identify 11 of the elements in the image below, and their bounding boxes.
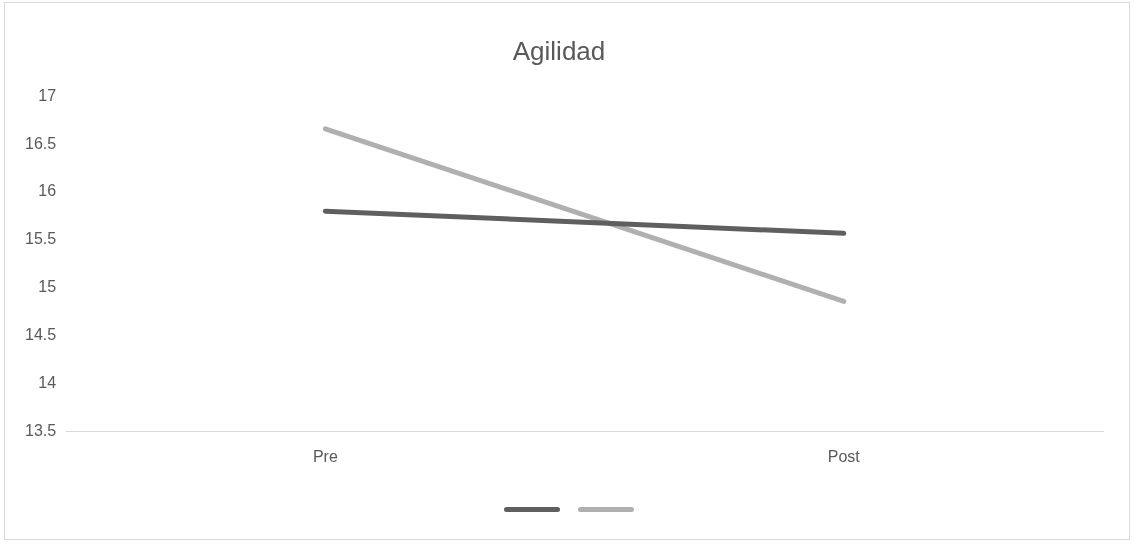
y-tick-label: 16 xyxy=(38,182,57,200)
chart-title: Agilidad xyxy=(512,35,606,66)
x-tick-label: Post xyxy=(827,447,861,465)
y-tick-label: 14 xyxy=(38,374,57,392)
y-tick-label: 17 xyxy=(38,86,57,104)
y-tick-label: 13.5 xyxy=(25,422,57,440)
y-tick-label: 15 xyxy=(38,278,57,296)
x-tick-label: Pre xyxy=(312,447,338,465)
y-tick-label: 15.5 xyxy=(25,230,57,248)
y-tick-label: 16.5 xyxy=(25,134,57,152)
y-tick-label: 14.5 xyxy=(25,326,57,344)
